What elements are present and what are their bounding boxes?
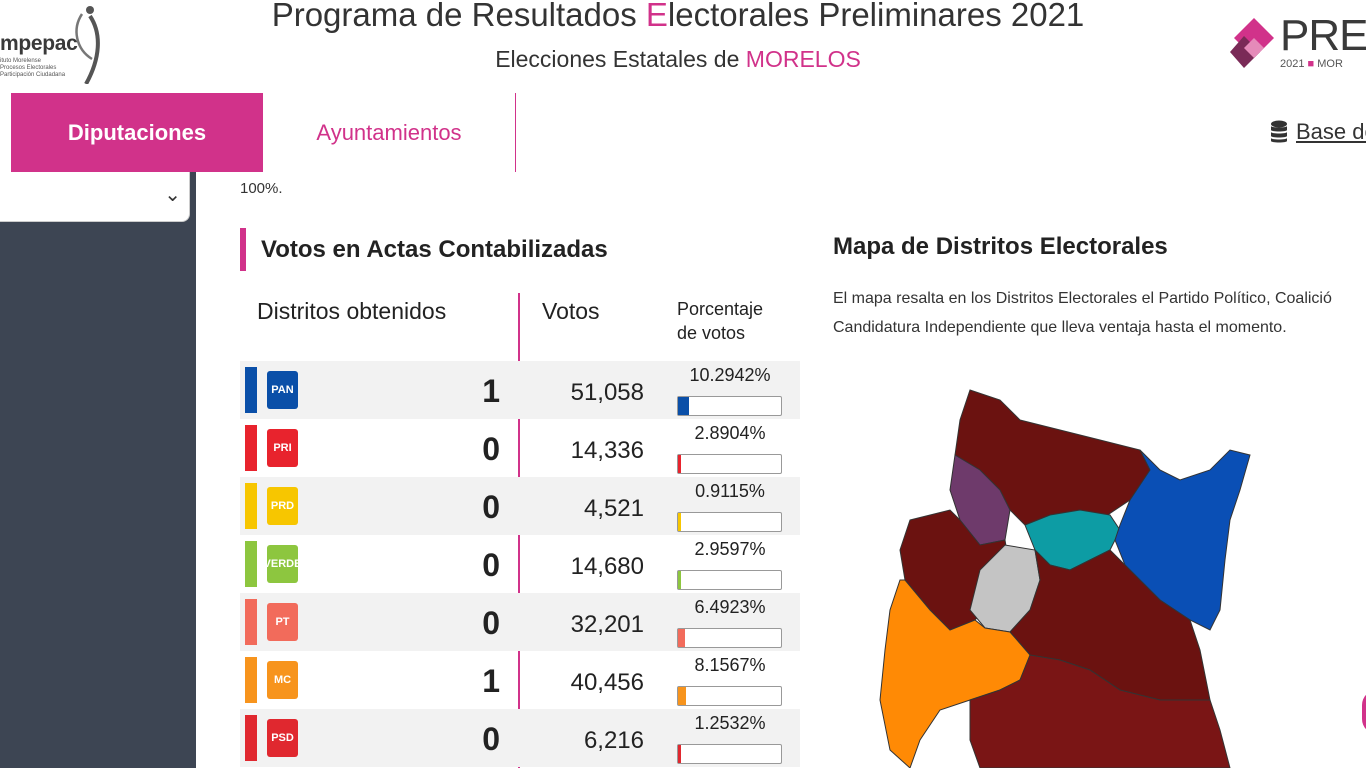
map-title: Mapa de Distritos Electorales <box>833 233 1168 260</box>
party-color-bar <box>245 599 257 645</box>
page-subtitle: Elecciones Estatales de MORELOS <box>495 46 861 72</box>
vote-percentage: 8.1567% <box>694 655 766 675</box>
sidebar <box>0 172 196 768</box>
party-color-bar <box>245 483 257 529</box>
party-row-pt: PT 0 32,201 6.4923% <box>240 593 800 651</box>
party-row-pri: PRI 0 14,336 2.8904% <box>240 419 800 477</box>
percentage-bar-track <box>677 628 782 648</box>
percentage-bar-track <box>677 454 782 474</box>
party-color-bar <box>245 425 257 471</box>
database-link[interactable]: Base de <box>1270 118 1366 146</box>
mc-logo-icon: MC <box>267 661 298 699</box>
chevron-down-icon: ⌄ <box>164 184 181 206</box>
percentage-bar-track <box>677 396 782 416</box>
districts-obtained: 0 <box>482 431 500 467</box>
vote-count: 14,336 <box>570 437 644 464</box>
percentage-bar-fill <box>678 455 681 473</box>
percentage-bar-fill <box>678 397 689 415</box>
vote-percentage: 1.2532% <box>694 713 766 733</box>
prd-logo-icon: PRD <box>267 487 298 525</box>
percentage-bar-fill <box>678 687 687 705</box>
party-color-bar <box>245 367 257 413</box>
districts-obtained: 0 <box>482 489 500 525</box>
percentage-bar-track <box>677 512 782 532</box>
map-nav-button[interactable] <box>1362 690 1366 734</box>
percentage-note: 100%. <box>240 180 283 197</box>
prep-logo[interactable]: PREP 2021 ■ MOR <box>1230 12 1366 76</box>
vote-count: 6,216 <box>583 727 644 754</box>
prep-wordmark: PREP <box>1280 11 1366 60</box>
percentage-bar-track <box>677 570 782 590</box>
vote-count: 32,201 <box>570 611 644 638</box>
percentage-bar-track <box>677 686 782 706</box>
percentage-bar-fill <box>678 629 685 647</box>
col-header-votos: Votos <box>542 298 600 324</box>
districts-obtained: 0 <box>482 721 500 757</box>
vote-percentage: 10.2942% <box>689 365 771 385</box>
district-select[interactable]: ⌄ <box>0 172 190 222</box>
percentage-bar-fill <box>678 745 681 763</box>
percentage-bar-fill <box>678 513 681 531</box>
impepac-tagline: ituto Morelense Procesos Electorales Par… <box>0 58 66 78</box>
percentage-bar-fill <box>678 571 682 589</box>
vote-percentage: 0.9115% <box>695 481 765 501</box>
districts-obtained: 0 <box>482 605 500 641</box>
vote-count: 51,058 <box>570 379 644 406</box>
party-color-bar <box>245 541 257 587</box>
vote-percentage: 6.4923% <box>694 597 766 617</box>
impepac-wordmark: mpepac <box>0 32 78 55</box>
party-row-pan: PAN 1 51,058 10.2942% <box>240 361 800 419</box>
col-header-porcentaje: Porcentaje de votos <box>677 299 764 343</box>
impepac-logo[interactable]: mpepac ituto Morelense Procesos Electora… <box>0 4 110 88</box>
verde-logo-icon: VERDE <box>267 545 298 583</box>
district-blue <box>1114 449 1251 631</box>
database-link-label: Base de <box>1296 119 1366 144</box>
impepac-figure-icon <box>75 6 100 84</box>
col-header-distritos: Distritos obtenidos <box>257 298 447 324</box>
prep-year: 2021 ■ MOR <box>1280 58 1343 70</box>
party-color-bar <box>245 657 257 703</box>
party-row-psd: PSD 0 6,216 1.2532% <box>240 709 800 767</box>
psd-logo-icon: PSD <box>267 719 298 757</box>
districts-obtained: 0 <box>482 547 500 583</box>
party-row-verde: VERDE 0 14,680 2.9597% <box>240 535 800 593</box>
districts-obtained: 1 <box>482 373 500 409</box>
header: mpepac ituto Morelense Procesos Electora… <box>0 0 1366 93</box>
section-title-votos: Votos en Actas Contabilizadas <box>240 228 608 271</box>
tab-diputaciones[interactable]: Diputaciones <box>11 93 263 172</box>
vote-count: 14,680 <box>570 553 644 580</box>
pri-logo-icon: PRI <box>267 429 298 467</box>
district-south <box>969 654 1231 768</box>
tab-ayuntamientos[interactable]: Ayuntamientos <box>263 93 516 172</box>
map-description: El mapa resalta en los Distritos Elector… <box>833 290 1332 336</box>
percentage-bar-track <box>677 744 782 764</box>
page-title: Programa de Resultados Electorales Preli… <box>271 0 1085 33</box>
party-color-bar <box>245 715 257 761</box>
vote-count: 40,456 <box>570 669 644 696</box>
pt-logo-icon: PT <box>267 603 298 641</box>
party-row-prd: PRD 0 4,521 0.9115% <box>240 477 800 535</box>
party-row-mc: MC 1 40,456 8.1567% <box>240 651 800 709</box>
district-map[interactable] <box>860 370 1260 768</box>
districts-obtained: 1 <box>482 663 500 699</box>
vote-percentage: 2.9597% <box>694 539 766 559</box>
vote-percentage: 2.8904% <box>694 423 766 443</box>
database-icon <box>1271 120 1287 143</box>
vote-count: 4,521 <box>583 495 644 522</box>
pan-logo-icon: PAN <box>267 371 298 409</box>
prep-diamond-icon <box>1230 18 1274 68</box>
